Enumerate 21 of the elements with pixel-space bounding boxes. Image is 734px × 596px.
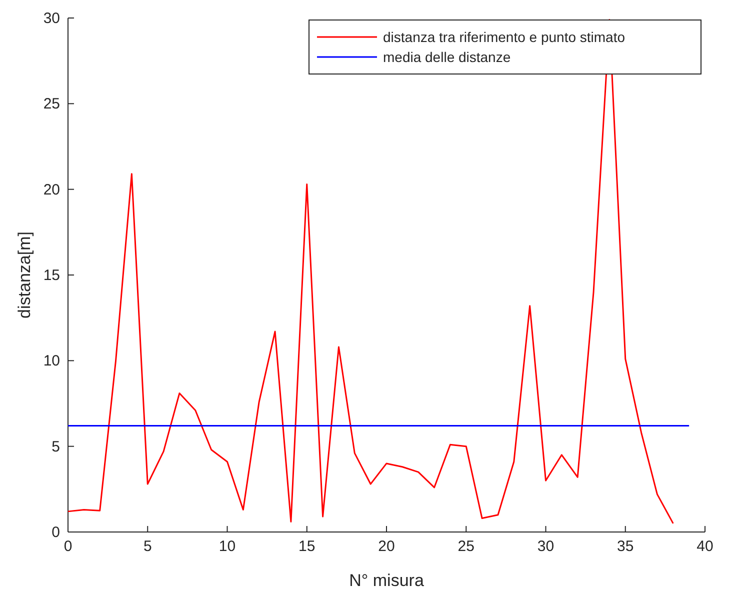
x-axis-title: N° misura [349, 571, 424, 590]
line-series [67, 18, 674, 524]
y-tick-label: 10 [43, 352, 60, 370]
y-tick-label: 0 [52, 524, 60, 541]
x-tick-label: 35 [617, 538, 634, 555]
legend-label: media delle distanze [383, 49, 511, 65]
y-tick-label: 15 [43, 267, 60, 284]
x-tick-label: 5 [143, 538, 152, 555]
x-tick-label: 10 [218, 538, 236, 555]
y-tick-label: 30 [43, 10, 60, 27]
y-axis-title: distanza[m] [15, 232, 34, 318]
x-tick-label: 25 [458, 538, 474, 555]
x-tick-label: 20 [378, 538, 395, 555]
y-tick-label: 5 [52, 438, 60, 456]
legend-label: distanza tra riferimento e punto stimato [383, 29, 626, 45]
x-tick-label: 15 [298, 538, 316, 555]
y-tick-label: 20 [43, 181, 60, 198]
x-tick-label: 0 [64, 538, 72, 555]
y-tick-label: 25 [43, 96, 60, 113]
x-tick-label: 40 [696, 538, 714, 555]
x-tick-label: 30 [537, 538, 554, 555]
